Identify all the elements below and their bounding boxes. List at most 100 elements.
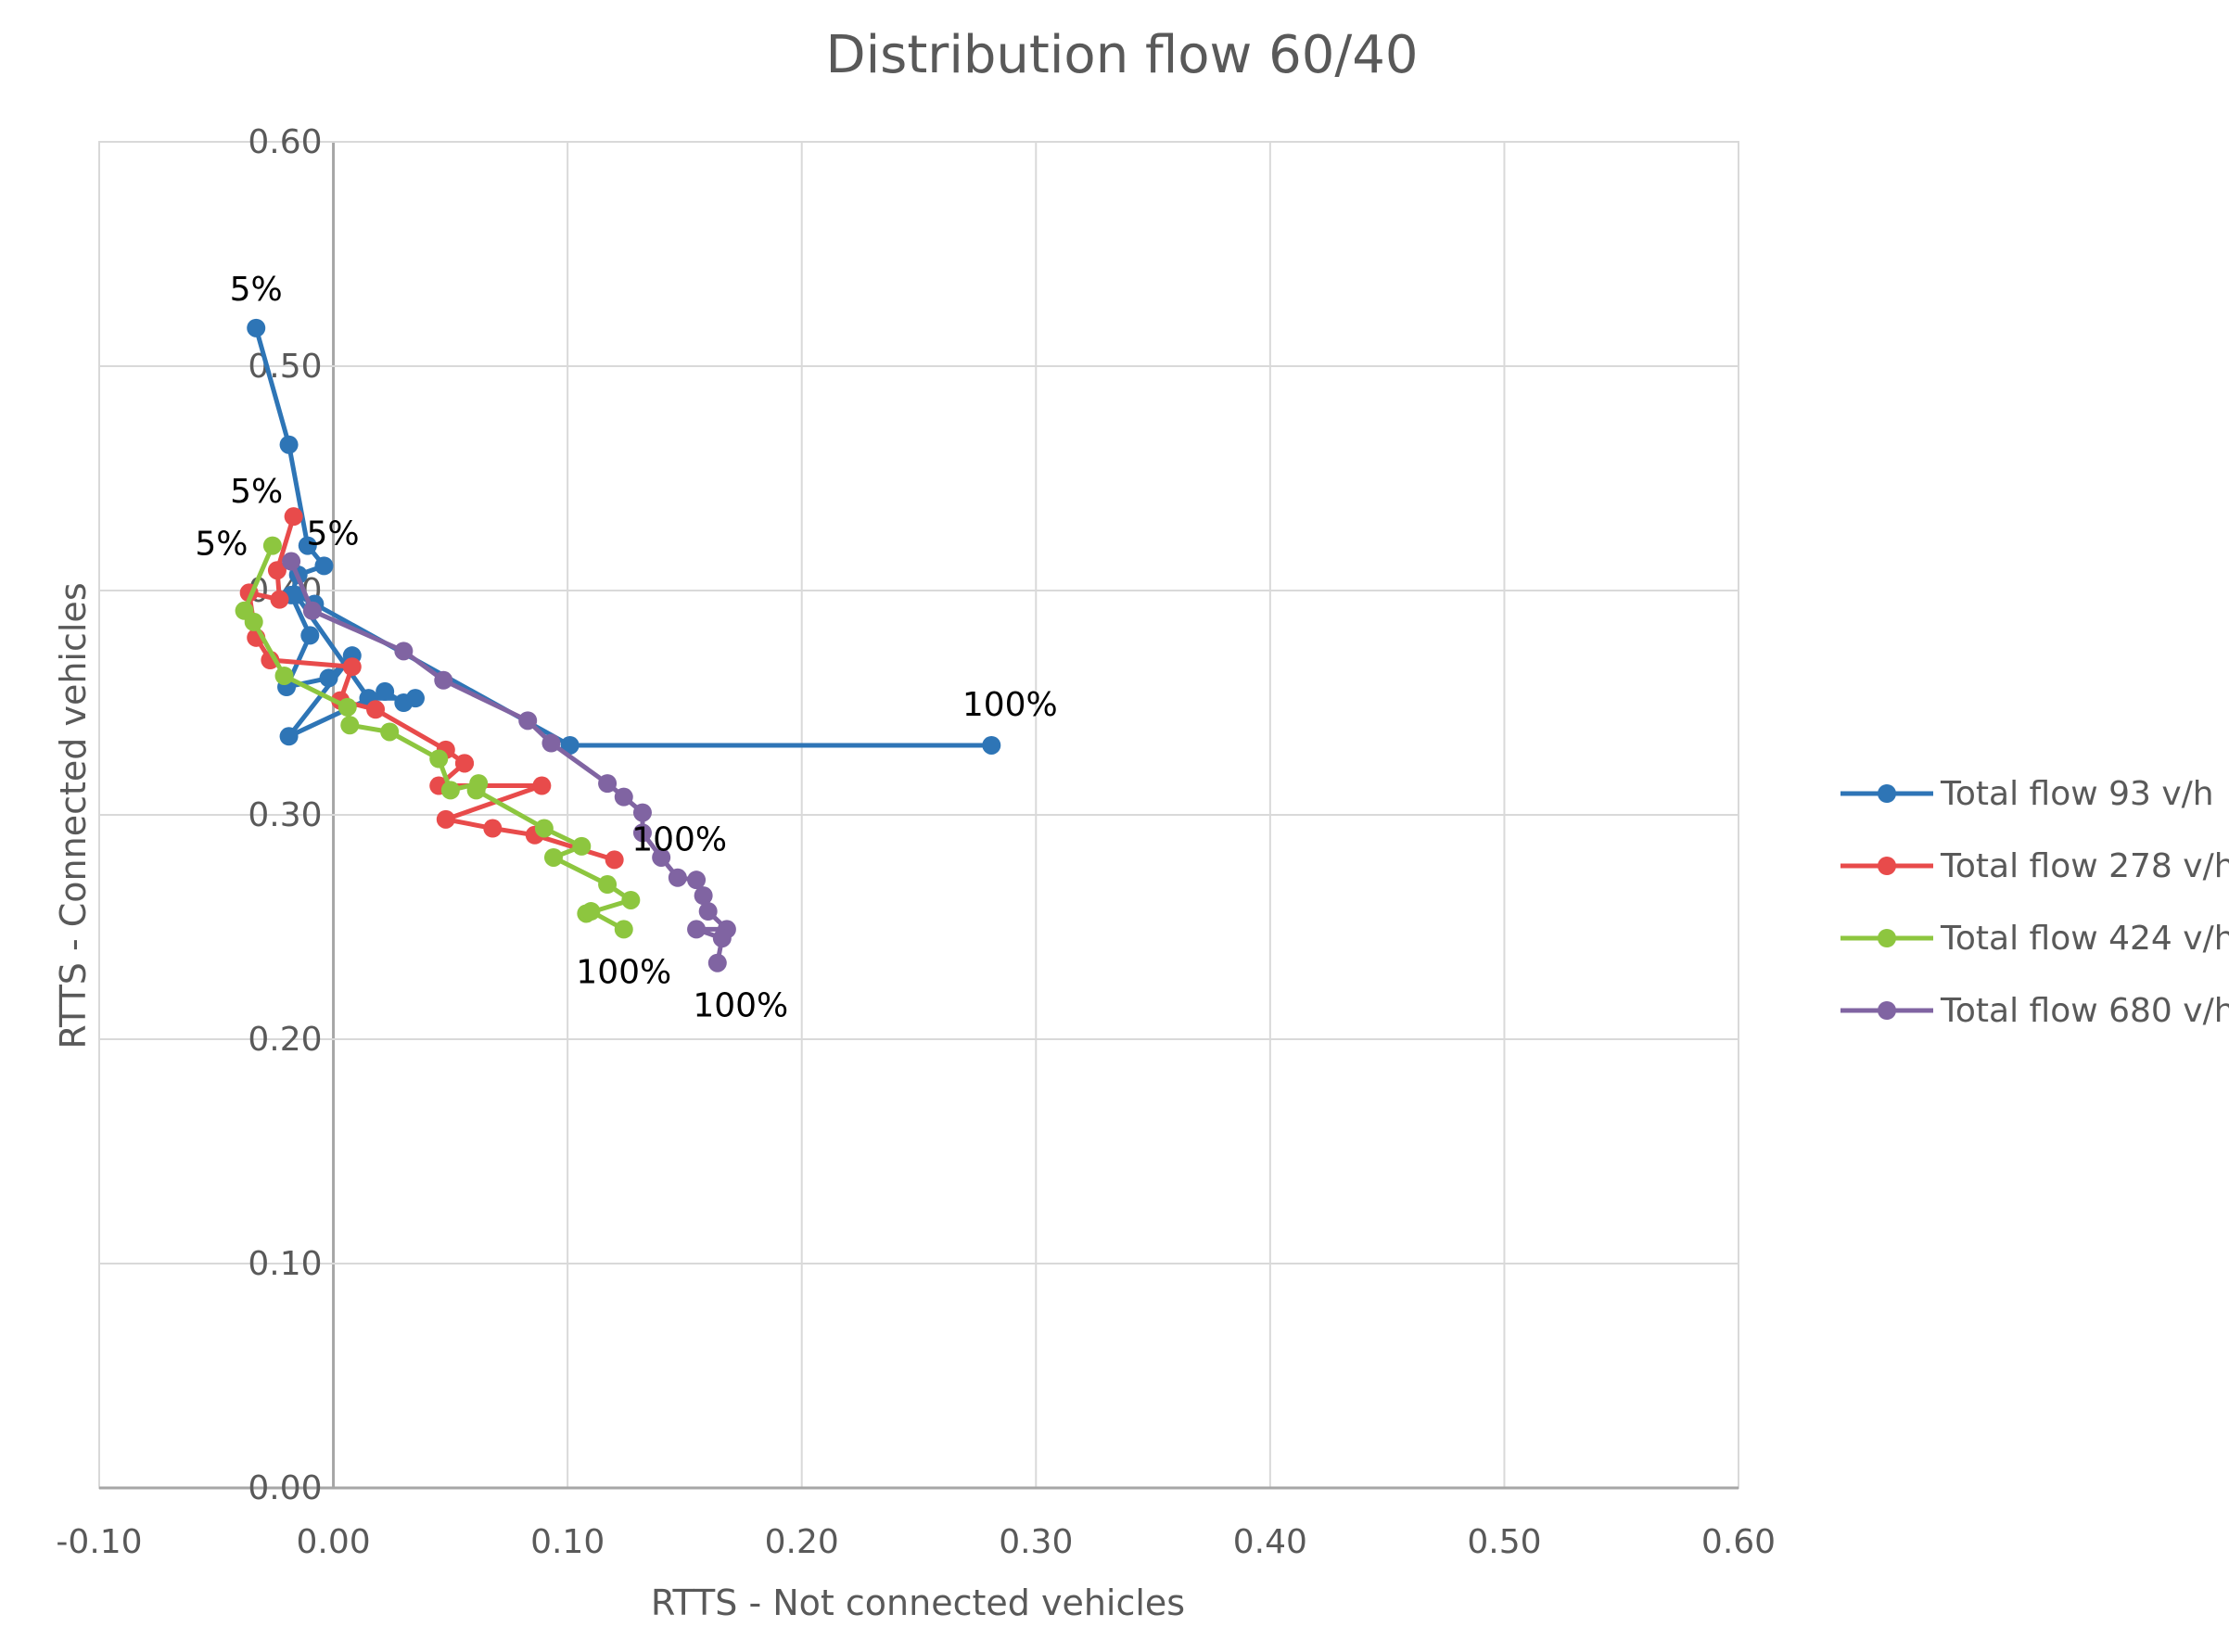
data-point — [712, 929, 732, 948]
data-point — [274, 666, 294, 685]
x-tick-label: 0.60 — [1701, 1523, 1776, 1561]
data-point — [543, 847, 563, 867]
data-point — [262, 536, 282, 555]
data-point — [244, 612, 263, 631]
series-layer — [235, 318, 1001, 972]
data-point — [429, 749, 449, 769]
data-point — [614, 787, 633, 807]
series-3 — [235, 536, 641, 939]
data-point — [534, 819, 554, 838]
data-label: 100% — [631, 820, 727, 858]
legend-label: Total flow 680 v/h — [1940, 992, 2229, 1030]
data-point — [598, 875, 618, 895]
data-point — [282, 552, 301, 571]
x-tick-label: 0.40 — [1233, 1523, 1307, 1561]
legend-entry: Total flow 278 v/h — [1841, 847, 2229, 885]
data-point — [687, 920, 707, 939]
x-tick-label: 0.50 — [1467, 1523, 1541, 1561]
legend: Total flow 93 v/h Total flow 278 v/h Total… — [1841, 775, 2229, 1030]
data-point — [698, 902, 718, 921]
data-label: 5% — [230, 473, 283, 511]
data-point — [541, 733, 561, 753]
data-point — [687, 870, 707, 890]
data-point — [279, 435, 299, 454]
data-point — [279, 727, 299, 746]
y-tick-label: 0.60 — [248, 123, 322, 161]
data-point — [694, 886, 713, 906]
data-point — [440, 781, 460, 800]
data-point — [319, 668, 338, 688]
data-point — [483, 819, 503, 838]
legend-marker — [1878, 784, 1896, 803]
y-tick-label: 0.10 — [248, 1245, 322, 1283]
data-point — [614, 920, 633, 939]
data-point — [340, 716, 360, 735]
data-point — [270, 590, 289, 609]
data-point — [376, 681, 395, 701]
legend-entry: Total flow 93 v/h — [1841, 775, 2214, 813]
legend-marker — [1878, 857, 1896, 875]
data-point — [668, 868, 687, 887]
grid-layer — [98, 141, 1739, 1490]
series-1 — [247, 318, 1001, 755]
annotation-layer: 5% 5% 5% 5% 100% 100% 100% 100% — [195, 271, 1057, 1025]
legend-marker — [1878, 1001, 1896, 1020]
data-point — [632, 803, 652, 822]
data-point — [434, 670, 453, 690]
data-point — [605, 850, 624, 870]
legend-marker — [1878, 929, 1896, 947]
x-tick-label: 0.10 — [530, 1523, 605, 1561]
chart-title: Distribution flow 60/40 — [825, 25, 1418, 85]
data-point — [380, 722, 400, 742]
data-point — [284, 507, 303, 527]
data-label: 5% — [307, 515, 360, 553]
y-tick-label: 0.00 — [248, 1469, 322, 1507]
data-point — [267, 561, 287, 580]
data-label: 5% — [195, 526, 248, 564]
data-point — [632, 823, 652, 843]
data-point — [394, 642, 414, 661]
data-point — [572, 836, 592, 856]
data-point — [621, 890, 641, 909]
y-axis-title: RTTS - Connected vehicles — [53, 582, 94, 1048]
data-point — [436, 809, 455, 829]
data-point — [652, 847, 671, 867]
x-tick-label: -0.10 — [56, 1523, 142, 1561]
x-axis-title: RTTS - Not connected vehicles — [651, 1582, 1185, 1623]
data-point — [455, 754, 475, 773]
data-point — [598, 774, 618, 794]
data-label: 100% — [962, 686, 1058, 724]
data-point — [518, 711, 538, 731]
legend-label: Total flow 93 v/h — [1940, 775, 2214, 813]
data-point — [338, 697, 357, 717]
data-point — [247, 318, 266, 337]
data-label: 5% — [230, 271, 283, 309]
legend-entry: Total flow 680 v/h — [1841, 992, 2229, 1030]
legend-label: Total flow 278 v/h — [1940, 847, 2229, 885]
data-point — [982, 735, 1001, 755]
x-tick-label: 0.20 — [765, 1523, 839, 1561]
data-point — [560, 735, 580, 755]
legend-label: Total flow 424 v/h — [1940, 920, 2229, 958]
data-point — [707, 953, 727, 972]
data-point — [302, 601, 322, 620]
data-point — [581, 902, 601, 921]
data-point — [405, 689, 425, 708]
data-point — [366, 700, 386, 719]
data-label: 100% — [576, 953, 671, 991]
data-point — [342, 657, 362, 677]
data-point — [300, 626, 320, 645]
data-point — [287, 585, 306, 604]
legend-entry: Total flow 424 v/h — [1841, 920, 2229, 958]
data-point — [298, 536, 317, 555]
x-tick-label: 0.00 — [296, 1523, 370, 1561]
y-tick-label: 0.30 — [248, 796, 322, 834]
data-point — [532, 776, 552, 795]
axis-layer: -0.10 0.00 0.10 0.20 0.30 0.40 0.50 0.60 0.00 0.1… — [56, 123, 1776, 1561]
data-point — [314, 556, 334, 576]
series-4 — [282, 552, 736, 972]
y-tick-label: 0.50 — [248, 348, 322, 386]
